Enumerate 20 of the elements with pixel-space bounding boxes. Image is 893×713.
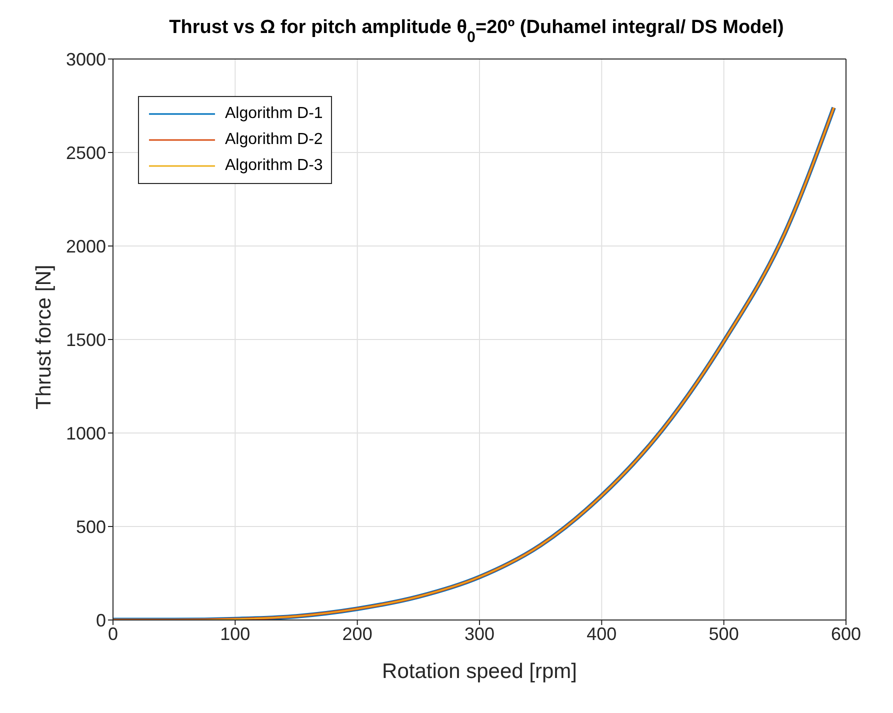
x-tick-label: 0 bbox=[108, 624, 118, 644]
y-tick-label: 2500 bbox=[66, 142, 106, 163]
x-axis-title: Rotation speed [rpm] bbox=[382, 660, 577, 683]
legend-label: Algorithm D-3 bbox=[225, 157, 323, 175]
y-tick-label: 500 bbox=[76, 516, 106, 537]
x-tick-label: 500 bbox=[708, 624, 739, 644]
chart-title: Thrust vs Ω for pitch amplitude θ$_{0}$=20º (Duhamel integral/ DS Model) bbox=[169, 17, 784, 46]
x-tick-label: 600 bbox=[830, 624, 862, 644]
x-tick-label: 400 bbox=[586, 624, 617, 644]
y-tick-label: 1500 bbox=[66, 330, 106, 350]
y-axis-title: Thrust force [N] bbox=[32, 264, 56, 410]
x-tick-label: 300 bbox=[464, 624, 495, 644]
y-tick-label: 0 bbox=[96, 610, 106, 630]
x-tick-label: 200 bbox=[342, 624, 372, 644]
legend-label: Algorithm D-2 bbox=[225, 131, 323, 149]
y-tick-label: 2000 bbox=[66, 236, 106, 256]
y-tick-label: 3000 bbox=[66, 49, 106, 70]
legend-label: Algorithm D-1 bbox=[225, 105, 323, 123]
y-tick-label: 1000 bbox=[66, 423, 106, 444]
x-tick-label: 100 bbox=[220, 624, 250, 644]
